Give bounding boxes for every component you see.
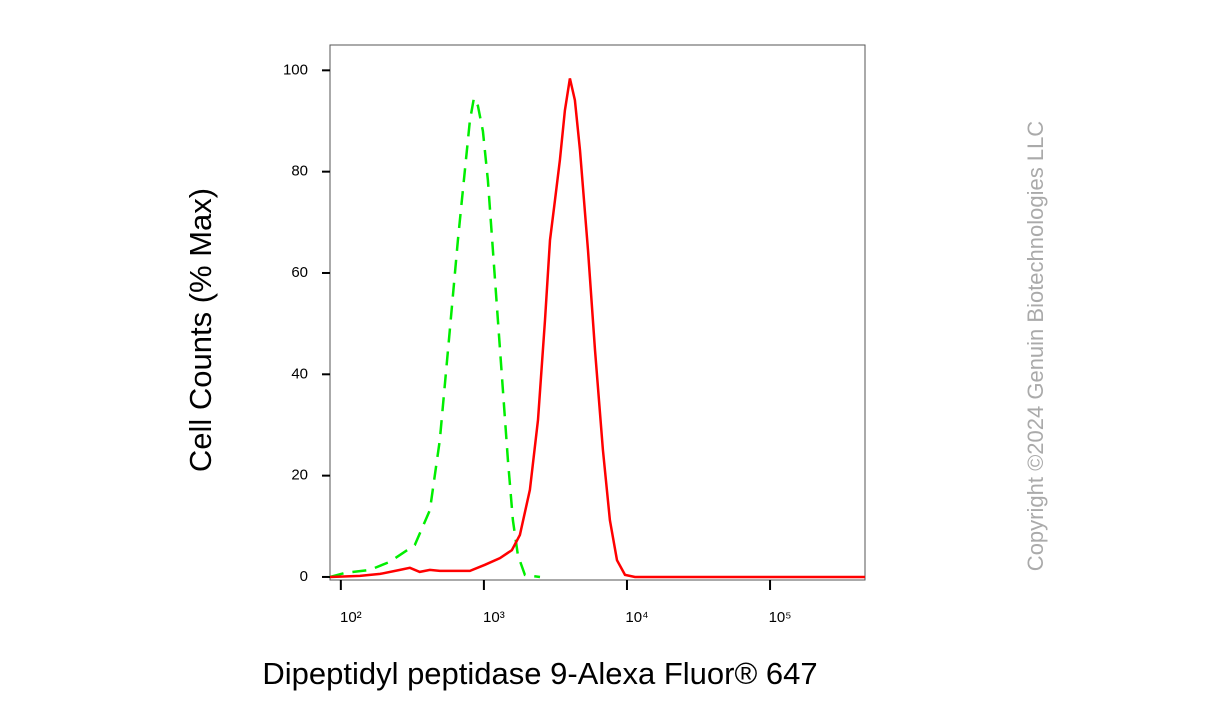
y-tick-label: 100 [283, 61, 308, 78]
y-tick-label: 0 [300, 568, 308, 585]
x-axis-label: Dipeptidyl peptidase 9-Alexa Fluor® 647 [262, 656, 817, 691]
y-tick-label: 60 [291, 264, 308, 281]
y-axis-label: Cell Counts (% Max) [183, 188, 218, 472]
series-line [329, 78, 865, 579]
series-line [329, 94, 541, 579]
y-tick-label: 40 [291, 365, 308, 382]
y-tick-label: 20 [291, 467, 308, 484]
plot-frame [329, 44, 866, 581]
x-tick-label: 10⁵ [769, 609, 792, 626]
x-tick-label: 10² [340, 609, 362, 626]
x-tick-label: 10⁴ [625, 609, 648, 626]
x-tick-label: 10³ [483, 609, 505, 626]
copyright: Copyright ©2024 Genuin Biotechnologies L… [1023, 121, 1048, 572]
y-tick-label: 80 [291, 163, 308, 180]
